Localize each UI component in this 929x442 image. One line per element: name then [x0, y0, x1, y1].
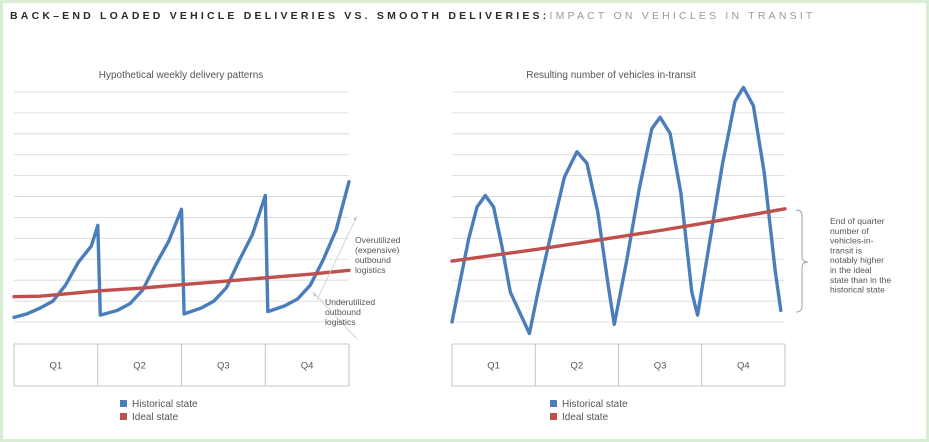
underutilized-note: Underutilized outbound logistics — [325, 297, 378, 327]
delivery-category-label: Q3 — [217, 361, 230, 372]
underutilized-line: Underutilized — [325, 297, 375, 307]
overutilized-arrow — [316, 215, 358, 301]
end-of-quarter-line: End of quarter — [830, 216, 885, 226]
delivery-category-label: Q4 — [301, 361, 314, 372]
legend-swatch-historical — [120, 400, 127, 407]
transit-chart-annotations: End of quarter number of vehicles-in- tr… — [795, 209, 894, 313]
transit-series-line-ideal — [450, 207, 787, 263]
transit-chart-series — [450, 85, 787, 336]
transit-chart-category-axis: Q1 Q2 Q3 Q4 — [451, 343, 786, 387]
heading-sub: IMPACT ON VEHICLES IN TRANSIT — [549, 10, 816, 22]
legend-label-historical: Historical state — [132, 399, 198, 410]
heading-main: BACK–END LOADED VEHICLE DELIVERIES VS. S… — [10, 10, 543, 22]
underutilized-arrow-head — [313, 292, 317, 297]
vehicles-in-transit-chart: Resulting number of vehicles in-transit … — [450, 70, 894, 423]
overutilized-note: Overutilized (expensive) outbound logist… — [355, 235, 403, 275]
transit-series-line-historical — [450, 85, 783, 336]
end-of-quarter-line: in the ideal — [830, 265, 872, 275]
legend-label-ideal: Ideal state — [562, 412, 609, 423]
page-heading: BACK–END LOADED VEHICLE DELIVERIES VS. S… — [10, 10, 816, 22]
overutilized-arrow-head — [353, 216, 357, 221]
heading-separator: : — [542, 10, 550, 22]
overutilized-line: outbound — [355, 255, 391, 265]
transit-category-label: Q1 — [487, 361, 500, 372]
end-of-quarter-line: vehicles-in- — [830, 236, 874, 246]
delivery-series-line-ideal — [12, 268, 351, 299]
legend-label-historical: Historical state — [562, 399, 628, 410]
delivery-chart-series — [12, 180, 351, 320]
end-of-quarter-line: notably higher — [830, 255, 884, 265]
transit-chart-legend: Historical state Ideal state — [550, 399, 628, 423]
transit-chart-grid — [452, 91, 785, 323]
delivery-chart-category-axis: Q1 Q2 Q3 Q4 — [13, 343, 350, 387]
legend-swatch-ideal — [120, 413, 127, 420]
transit-category-label: Q3 — [654, 361, 667, 372]
overutilized-line: logistics — [355, 265, 386, 275]
delivery-chart-title: Hypothetical weekly delivery patterns — [99, 70, 264, 81]
delivery-series-line-historical — [12, 180, 351, 320]
overutilized-line: Overutilized — [355, 235, 401, 245]
delivery-category-label: Q2 — [133, 361, 146, 372]
end-of-quarter-bracket — [795, 209, 809, 313]
legend-label-ideal: Ideal state — [132, 412, 179, 423]
underutilized-arrow — [312, 291, 358, 340]
delivery-chart-annotations: Overutilized (expensive) outbound logist… — [312, 215, 403, 340]
end-of-quarter-line: historical state — [830, 285, 885, 295]
legend-swatch-ideal — [550, 413, 557, 420]
end-of-quarter-line: number of — [830, 226, 869, 236]
end-of-quarter-line: state than in the — [830, 275, 891, 285]
transit-category-label: Q2 — [571, 361, 584, 372]
transit-chart-title: Resulting number of vehicles in-transit — [526, 70, 696, 81]
delivery-category-label: Q1 — [50, 361, 63, 372]
delivery-chart-legend: Historical state Ideal state — [120, 399, 198, 423]
end-of-quarter-note: End of quarter number of vehicles-in- tr… — [830, 216, 894, 295]
legend-swatch-historical — [550, 400, 557, 407]
underutilized-line: logistics — [325, 317, 356, 327]
transit-category-label: Q4 — [737, 361, 750, 372]
underutilized-line: outbound — [325, 307, 361, 317]
overutilized-line: (expensive) — [355, 245, 400, 255]
delivery-patterns-chart: Hypothetical weekly delivery patterns Q1… — [12, 70, 403, 423]
end-of-quarter-line: transit is — [830, 245, 862, 255]
